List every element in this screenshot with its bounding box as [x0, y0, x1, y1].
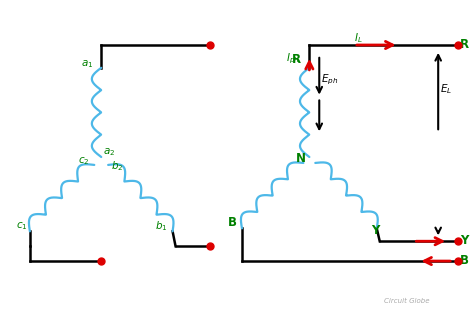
Text: B: B [228, 216, 237, 229]
Text: $I_L$: $I_L$ [354, 31, 363, 45]
Text: $E_L$: $E_L$ [440, 83, 452, 96]
Text: $b_2$: $b_2$ [111, 159, 124, 173]
Text: R: R [292, 53, 301, 66]
Text: $c_1$: $c_1$ [16, 220, 27, 232]
Text: $b_1$: $b_1$ [155, 219, 167, 233]
Text: R: R [460, 38, 469, 51]
Text: $E_{ph}$: $E_{ph}$ [321, 73, 338, 87]
Text: $c_2$: $c_2$ [78, 155, 90, 167]
Text: Y: Y [460, 234, 468, 247]
Text: $I_{ph}$: $I_{ph}$ [285, 51, 300, 66]
Text: $a_2$: $a_2$ [103, 146, 115, 158]
Text: $a_1$: $a_1$ [82, 58, 94, 70]
Text: B: B [460, 254, 469, 267]
Text: Circuit Globe: Circuit Globe [383, 298, 429, 304]
Text: Y: Y [371, 224, 379, 237]
Text: N: N [295, 152, 305, 165]
